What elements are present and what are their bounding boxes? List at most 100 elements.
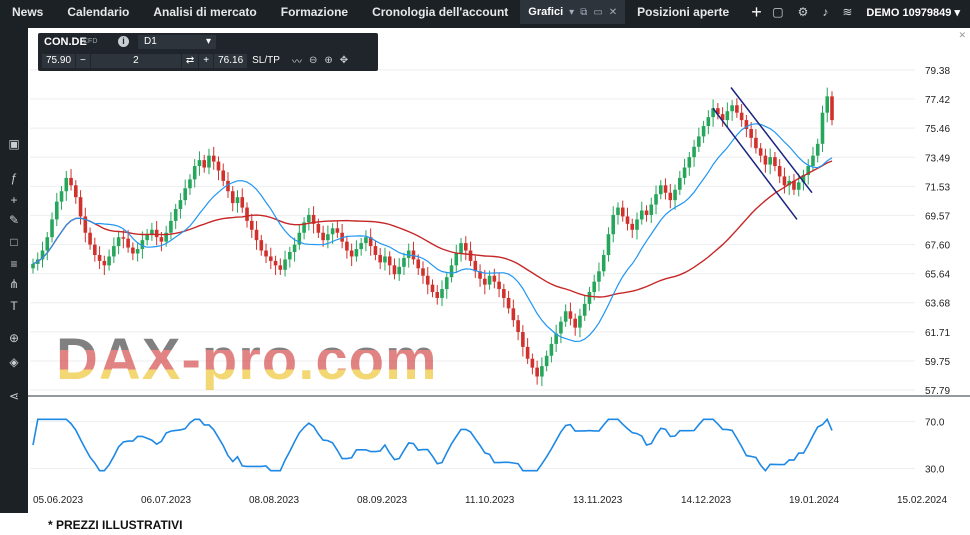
symbol-type: CFD xyxy=(83,38,98,45)
pencil-icon[interactable]: ✎ xyxy=(8,213,20,227)
candle-body xyxy=(825,96,830,113)
candle-body xyxy=(31,263,35,269)
candle-body xyxy=(706,117,711,127)
nav-news[interactable]: News xyxy=(12,5,44,19)
candle-body xyxy=(278,265,283,270)
ask-price[interactable]: 76.16 xyxy=(214,53,248,68)
candle-body xyxy=(506,297,511,309)
chart-close-icon[interactable]: ✕ xyxy=(958,30,966,40)
candle-body xyxy=(697,136,701,147)
candle-body xyxy=(735,105,739,113)
caret-down-icon[interactable]: ▾ xyxy=(569,6,575,18)
candle-body xyxy=(326,234,330,241)
timeframe-select[interactable]: D1 ▾ xyxy=(138,35,216,49)
candle-body xyxy=(701,126,706,137)
nav-education[interactable]: Formazione xyxy=(280,5,349,19)
plus-button[interactable]: + xyxy=(199,53,214,68)
quantity-input[interactable]: 2 xyxy=(90,53,181,68)
candle-body xyxy=(811,155,815,167)
share-icon[interactable]: ⋖ xyxy=(8,389,20,403)
candle-body xyxy=(425,275,430,285)
candle-body xyxy=(782,176,787,186)
swap-icon[interactable]: ⇄ xyxy=(181,53,199,68)
candle-body xyxy=(601,254,606,272)
candle-body xyxy=(606,234,611,255)
candle-body xyxy=(754,137,758,149)
candle-body xyxy=(487,275,492,285)
watermark-logo: DAX-pro.com xyxy=(56,327,438,392)
minus-button[interactable]: − xyxy=(76,53,90,68)
candle-body xyxy=(416,259,421,269)
candle-body xyxy=(145,234,149,241)
account-number: 10979849 xyxy=(902,6,952,19)
candle-body xyxy=(164,232,168,242)
layers-icon[interactable]: ◈ xyxy=(9,355,19,369)
candle-body xyxy=(478,271,482,279)
candle-body xyxy=(635,219,639,230)
zoom-out-icon[interactable]: ⊖ xyxy=(308,55,318,66)
sltp-button[interactable]: SL/TP xyxy=(252,54,280,66)
candle-body xyxy=(792,180,796,190)
candle-body xyxy=(288,252,292,260)
restore-icon[interactable]: ▭ xyxy=(593,6,603,18)
candle-body xyxy=(245,207,249,221)
pitchfork-icon[interactable]: ⋔ xyxy=(8,277,20,291)
chevron-down-icon: ▾ xyxy=(954,6,960,19)
nav-market-analysis[interactable]: Analisi di mercato xyxy=(153,5,257,19)
candle-body xyxy=(249,220,254,230)
nav-account-history[interactable]: Cronologia dell'account xyxy=(372,5,509,19)
trend-line-upper xyxy=(730,87,813,194)
candle-body xyxy=(226,180,230,192)
chart-canvas[interactable]: 79.38 77.42 75.46 73.49 71.53 69.57 67.60 65.64… xyxy=(0,0,970,513)
settings-icon[interactable]: ⚙ xyxy=(797,5,809,19)
price-tick-label: 57.79 xyxy=(925,386,950,397)
price-tick-label: 63.68 xyxy=(925,299,950,310)
window-icon[interactable]: ▢ xyxy=(772,5,784,19)
zoom-in-icon[interactable]: ⊕ xyxy=(324,55,333,66)
candle-body xyxy=(307,214,311,223)
candle-body xyxy=(758,148,763,156)
bid-price[interactable]: 75.90 xyxy=(42,53,76,68)
candle-body xyxy=(345,241,349,251)
candle-body xyxy=(349,250,354,257)
fibonacci-icon[interactable]: ≡ xyxy=(10,257,18,271)
candle-body xyxy=(483,278,487,285)
text-icon[interactable]: T xyxy=(10,299,18,313)
chart-panel[interactable] xyxy=(28,28,970,513)
nav-open-positions[interactable]: Posizioni aperte xyxy=(637,5,730,19)
top-navigation: News Calendario Analisi di mercato Forma… xyxy=(0,0,970,24)
candle-body xyxy=(511,308,516,321)
candle-body xyxy=(359,243,363,250)
candle-body xyxy=(611,214,616,235)
candle-body xyxy=(463,243,468,251)
function-icon[interactable]: ƒ xyxy=(10,171,18,185)
info-icon[interactable]: i xyxy=(118,36,129,47)
date-tick-label: 13.11.2023 xyxy=(573,495,623,506)
tab-charts[interactable]: Grafici ▾ ⧉ ▭ ✕ xyxy=(520,0,626,24)
bell-icon[interactable]: ♪ xyxy=(822,5,829,19)
candle-body xyxy=(530,358,535,368)
line-chart-icon[interactable]: 〰 xyxy=(291,57,302,68)
tools-icon[interactable]: ⊕ xyxy=(8,331,20,345)
rectangle-select-icon[interactable]: ▣ xyxy=(8,137,20,151)
candle-body xyxy=(777,166,782,177)
candle-body xyxy=(112,246,116,257)
candle-body xyxy=(283,259,287,270)
popout-icon[interactable]: ⧉ xyxy=(580,6,588,18)
candle-body xyxy=(468,250,473,261)
rectangle-icon[interactable]: □ xyxy=(10,235,18,249)
symbol-name[interactable]: CON.DE xyxy=(44,36,87,48)
close-icon[interactable]: ✕ xyxy=(608,6,618,18)
account-selector[interactable]: DEMO 10979849 ▾ xyxy=(866,6,960,19)
candle-body xyxy=(178,200,183,210)
price-tick-label: 61.71 xyxy=(925,328,950,339)
candle-body xyxy=(335,228,340,233)
nav-calendar[interactable]: Calendario xyxy=(67,5,130,19)
crosshair-icon[interactable]: + xyxy=(10,193,18,207)
candle-body xyxy=(297,232,302,245)
candle-body xyxy=(254,229,259,241)
add-tab-icon[interactable]: + xyxy=(751,2,762,22)
candle-body xyxy=(150,229,154,235)
move-icon[interactable]: ✥ xyxy=(339,55,349,66)
candle-body xyxy=(749,128,753,138)
